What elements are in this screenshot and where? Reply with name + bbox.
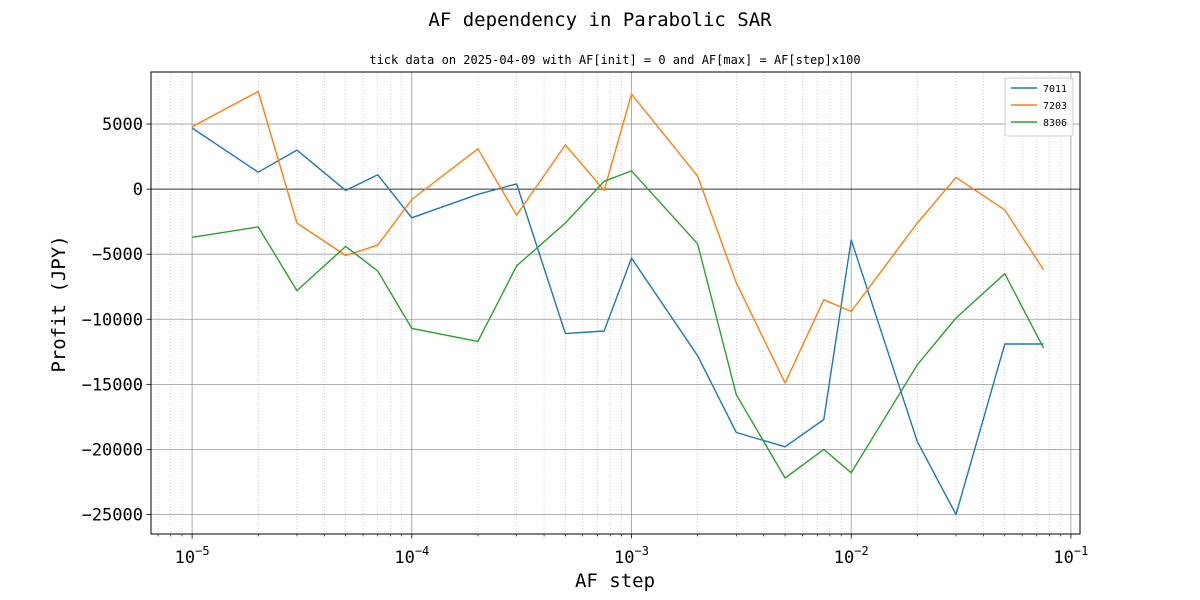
x-tick-exponent: −2 xyxy=(854,544,868,558)
chart-subtitle: tick data on 2025-04-09 with AF[init] = … xyxy=(369,53,860,67)
x-tick-exponent: −5 xyxy=(195,544,209,558)
x-tick-label: 10−4 xyxy=(394,544,429,568)
y-tick-label: −10000 xyxy=(82,310,143,330)
x-tick-base: 10 xyxy=(175,548,195,568)
x-tick-exponent: −3 xyxy=(635,544,649,558)
major-grid xyxy=(151,72,1080,534)
series-line-7203 xyxy=(191,90,1045,384)
y-axis-label: Profit (JPY) xyxy=(48,235,70,372)
legend: 7011 7203 8306 xyxy=(1004,77,1074,137)
y-tick-label: −20000 xyxy=(82,440,143,460)
y-tick-label: 5000 xyxy=(102,115,143,135)
series-lines xyxy=(191,90,1045,516)
x-axis-ticks: 10−5 10−4 10−3 10−2 10−1 xyxy=(175,534,1088,568)
x-tick-base: 10 xyxy=(394,548,414,568)
x-tick-exponent: −1 xyxy=(1074,544,1088,558)
series-line-8306 xyxy=(191,170,1045,479)
x-tick-label: 10−5 xyxy=(175,544,210,568)
x-tick-exponent: −4 xyxy=(415,544,429,558)
x-tick-base: 10 xyxy=(1053,548,1073,568)
x-tick-label: 10−3 xyxy=(614,544,649,568)
y-axis-ticks: 5000 0 −5000 −10000 −15000 −20000 −25000 xyxy=(82,115,151,525)
x-tick-base: 10 xyxy=(834,548,854,568)
x-tick-label: 10−2 xyxy=(834,544,869,568)
x-tick-base: 10 xyxy=(614,548,634,568)
chart-title: AF dependency in Parabolic SAR xyxy=(428,9,772,31)
x-tick-label: 10−1 xyxy=(1053,544,1088,568)
y-tick-label: −15000 xyxy=(82,375,143,395)
legend-label-7203: 7203 xyxy=(1043,101,1067,112)
minor-grid xyxy=(157,72,1062,537)
x-axis-label: AF step xyxy=(575,570,655,592)
series-line-7011 xyxy=(191,127,1044,516)
legend-label-7011: 7011 xyxy=(1043,84,1067,95)
y-tick-label: 0 xyxy=(133,180,143,200)
y-tick-label: −5000 xyxy=(92,245,143,265)
y-tick-label: −25000 xyxy=(82,505,143,525)
legend-label-8306: 8306 xyxy=(1043,118,1067,129)
plot-frame xyxy=(150,71,1081,535)
